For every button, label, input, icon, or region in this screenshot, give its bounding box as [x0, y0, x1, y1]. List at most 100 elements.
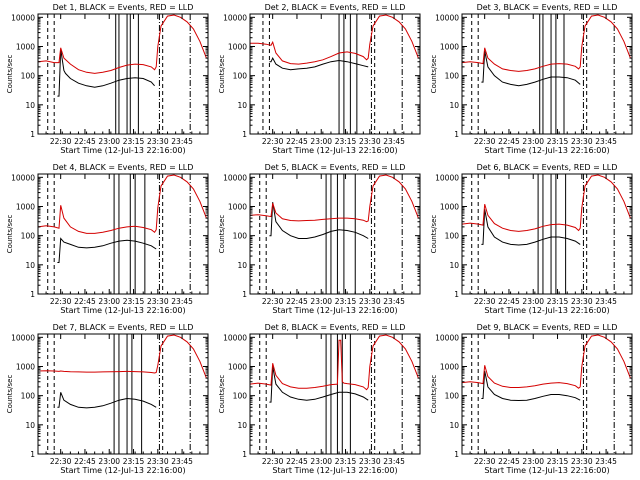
series-black-events [269, 56, 369, 71]
x-tick-label: 23:00 [522, 137, 544, 146]
x-tick-label: 23:00 [310, 457, 332, 466]
series-group [250, 334, 419, 403]
series-black-events [481, 209, 581, 246]
x-tick-label: 22:45 [74, 457, 96, 466]
reference-lines [471, 174, 615, 294]
x-tick-label: 22:30 [474, 137, 496, 146]
y-tick-label: 10000 [11, 13, 35, 22]
panel-det-6: Det 6, BLACK = Events, RED = LLD 1 10 100 10… [430, 163, 633, 315]
x-axis-label: Start Time (12-Jul-13 22:16:00) [272, 146, 397, 155]
series-black-events [57, 237, 157, 263]
x-tick-label: 22:30 [262, 297, 284, 306]
y-tick-label: 1000 [16, 42, 35, 51]
x-tick-label: 22:30 [50, 137, 72, 146]
x-tick-label: 22:45 [498, 137, 520, 146]
panel-title: Det 9, BLACK = Events, RED = LLD [477, 323, 618, 332]
series-red-lld [38, 14, 207, 74]
y-tick-label: 100 [233, 72, 248, 81]
x-axis-label: Start Time (12-Jul-13 22:16:00) [60, 146, 185, 155]
reference-lines [47, 14, 191, 134]
y-axis: 1 10 100 1000 10000 Counts/sec [6, 173, 208, 299]
reference-lines [262, 14, 403, 134]
x-tick-label: 23:15 [123, 297, 145, 306]
series-black-events [481, 50, 581, 87]
y-axis: 1 10 100 1000 10000 Counts/sec [6, 333, 208, 459]
x-tick-label: 22:30 [474, 297, 496, 306]
y-tick-label: 100 [233, 232, 248, 241]
plot-frame [249, 173, 421, 295]
y-axis-label: Counts/sec [6, 375, 14, 414]
series-black-events [269, 202, 369, 239]
y-tick-label: 1 [454, 450, 459, 459]
y-axis-label: Counts/sec [430, 215, 438, 254]
x-tick-label: 23:45 [595, 137, 617, 146]
y-tick-label: 1000 [228, 362, 247, 371]
series-black-events [57, 49, 155, 97]
series-group [250, 14, 419, 71]
plot-frame [249, 13, 421, 135]
y-tick-label: 10 [449, 261, 459, 270]
series-group [462, 14, 631, 87]
x-tick-label: 22:30 [262, 457, 284, 466]
series-red-lld [462, 334, 631, 389]
x-tick-label: 23:15 [335, 137, 357, 146]
series-group [462, 174, 631, 246]
y-tick-label: 10 [449, 421, 459, 430]
y-tick-label: 1000 [228, 202, 247, 211]
y-tick-label: 10 [237, 101, 247, 110]
y-tick-label: 10000 [435, 333, 459, 342]
x-tick-label: 23:30 [359, 297, 381, 306]
y-tick-label: 1 [454, 290, 459, 299]
panel-det-1: Det 1, BLACK = Events, RED = LLD 1 10 100 10… [6, 3, 209, 155]
plot-frame [37, 13, 209, 135]
x-tick-label: 23:30 [571, 137, 593, 146]
panel-det-2: Det 2, BLACK = Events, RED = LLD 1 10 100 10… [218, 3, 421, 155]
y-axis: 1 10 100 1000 10000 Counts/sec [218, 333, 420, 459]
series-black-events [481, 370, 581, 402]
y-tick-label: 10 [237, 421, 247, 430]
y-tick-label: 100 [233, 392, 248, 401]
y-tick-label: 10 [237, 261, 247, 270]
y-axis: 1 10 100 1000 10000 Counts/sec [6, 13, 208, 139]
x-tick-label: 23:45 [171, 137, 193, 146]
plot-frame [249, 333, 421, 455]
x-tick-label: 23:00 [522, 297, 544, 306]
plot-frame [461, 13, 633, 135]
plot-frame [37, 333, 209, 455]
panel-det-4: Det 4, BLACK = Events, RED = LLD 1 10 100 10… [6, 163, 209, 315]
y-tick-label: 10000 [435, 13, 459, 22]
panel-title: Det 5, BLACK = Events, RED = LLD [265, 163, 406, 172]
x-tick-label: 22:45 [498, 297, 520, 306]
y-tick-label: 100 [21, 72, 36, 81]
y-axis-label: Counts/sec [430, 375, 438, 414]
series-red-lld [38, 334, 207, 379]
y-tick-label: 10 [25, 101, 35, 110]
y-tick-label: 1000 [440, 42, 459, 51]
reference-lines [259, 174, 403, 294]
series-group [38, 174, 207, 263]
y-tick-label: 100 [445, 232, 460, 241]
x-tick-label: 23:30 [359, 137, 381, 146]
y-tick-label: 1 [242, 290, 247, 299]
panel-det-3: Det 3, BLACK = Events, RED = LLD 1 10 100 10… [430, 3, 633, 155]
y-tick-label: 1000 [440, 202, 459, 211]
x-tick-label: 23:15 [123, 137, 145, 146]
x-tick-label: 23:45 [383, 137, 405, 146]
y-axis-label: Counts/sec [218, 55, 226, 94]
y-tick-label: 10000 [11, 173, 35, 182]
x-tick-label: 23:30 [147, 457, 169, 466]
x-tick-label: 22:45 [498, 457, 520, 466]
panel-det-5: Det 5, BLACK = Events, RED = LLD 1 10 100 10… [218, 163, 421, 315]
series-black-events [269, 366, 369, 403]
x-tick-label: 23:00 [310, 297, 332, 306]
x-tick-label: 22:45 [286, 137, 308, 146]
x-tick-label: 23:45 [595, 297, 617, 306]
panel-title: Det 4, BLACK = Events, RED = LLD [53, 163, 194, 172]
series-red-lld [250, 174, 419, 223]
plot-frame [461, 333, 633, 455]
